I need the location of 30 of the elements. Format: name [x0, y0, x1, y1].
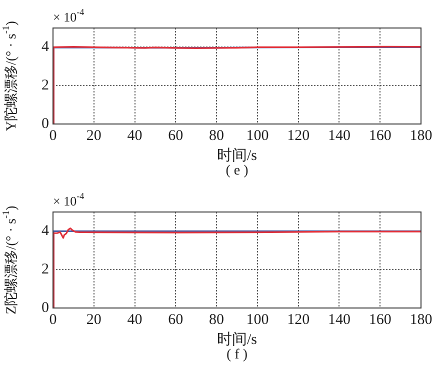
x-tick-label: 80 — [209, 312, 224, 328]
x-tick-label: 20 — [86, 312, 102, 328]
text: ( f ) — [226, 348, 248, 363]
x-tick-label: 40 — [127, 312, 142, 328]
x-tick-label: 100 — [246, 128, 269, 144]
y-tick-label: 0 — [42, 300, 49, 316]
x-tick-label: 80 — [209, 128, 224, 144]
y-tick-label: 2 — [42, 78, 49, 94]
y-tick-label: 0 — [42, 116, 49, 132]
y-axis-title: Y陀螺漂移/(° · s-1) — [0, 20, 20, 132]
x-tick-label: 100 — [246, 312, 269, 328]
y-tick-label: 2 — [42, 262, 49, 278]
x-tick-label: 180 — [410, 128, 432, 144]
x-tick-label: 60 — [168, 128, 184, 144]
x-axis-title: 时间/s — [217, 146, 258, 164]
x-tick-label: 140 — [328, 128, 350, 144]
y-tick-label: 4 — [42, 39, 50, 56]
text: ( e ) — [226, 164, 249, 179]
x-tick-label: 180 — [410, 312, 432, 328]
y-axis-title: Z陀螺漂移/(° · s-1) — [0, 205, 20, 314]
x-tick-label: 140 — [328, 312, 350, 328]
x-axis-title: 时间/s — [217, 330, 258, 348]
x-tick-label: 160 — [368, 128, 392, 144]
x-tick-label: 60 — [168, 312, 184, 328]
x-tick-label: 20 — [86, 128, 102, 144]
x-tick-label: 160 — [368, 312, 392, 328]
x-tick-label: 40 — [127, 128, 142, 144]
y-tick-label: 4 — [42, 223, 50, 240]
x-tick-label: 120 — [287, 128, 310, 144]
x-tick-label: 120 — [287, 312, 310, 328]
